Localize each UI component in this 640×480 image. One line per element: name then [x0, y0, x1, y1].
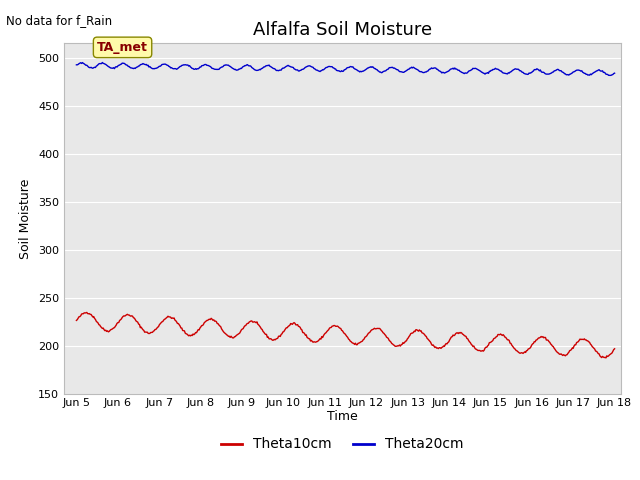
Legend: Theta10cm, Theta20cm: Theta10cm, Theta20cm — [216, 432, 469, 457]
Title: Alfalfa Soil Moisture: Alfalfa Soil Moisture — [253, 21, 432, 39]
Text: No data for f_Rain: No data for f_Rain — [6, 14, 113, 27]
Y-axis label: Soil Moisture: Soil Moisture — [19, 178, 33, 259]
Text: TA_met: TA_met — [97, 41, 148, 54]
X-axis label: Time: Time — [327, 410, 358, 423]
